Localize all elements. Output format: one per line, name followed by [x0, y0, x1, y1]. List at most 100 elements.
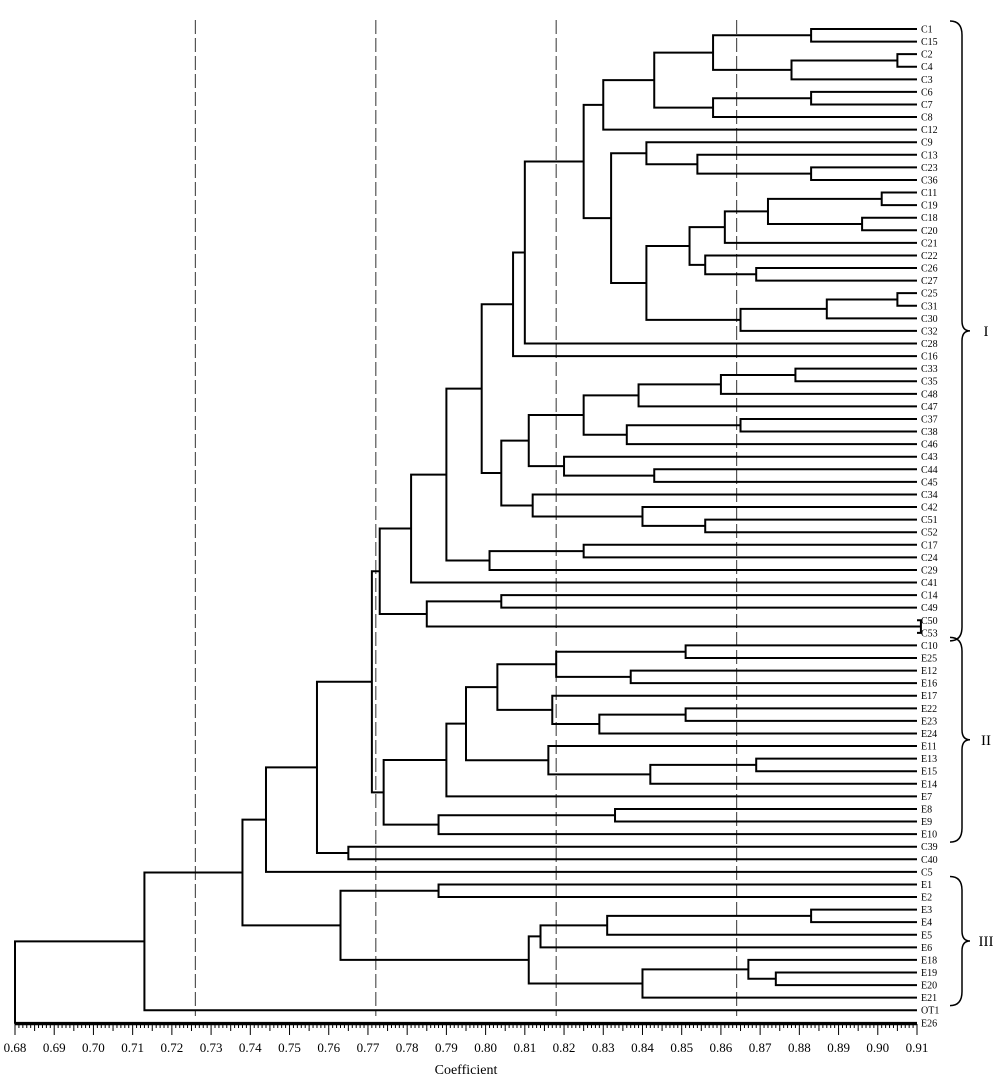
- dendrogram-branch: [602, 79, 917, 131]
- dendrogram-branch: [582, 103, 612, 220]
- dendrogram-branch: [712, 97, 917, 119]
- leaf-label: C49: [921, 603, 938, 614]
- dendrogram-branch: [766, 197, 882, 225]
- leaf-label: C15: [921, 37, 938, 48]
- leaf-label: C39: [921, 842, 938, 853]
- dendrogram-branch: [527, 935, 643, 985]
- leaf-label: E15: [921, 767, 937, 778]
- dendrogram-branch: [425, 600, 921, 628]
- leaf-label: C29: [921, 565, 938, 576]
- dendrogram-branch: [629, 669, 917, 685]
- leaf-label: C31: [921, 301, 938, 312]
- dendrogram-branch: [649, 763, 917, 785]
- dendrogram-branch: [747, 958, 917, 980]
- leaf-label: E3: [921, 905, 932, 916]
- dendrogram-branch: [437, 814, 917, 836]
- leaf-label: C38: [921, 427, 938, 438]
- dendrogram-branch: [382, 759, 447, 826]
- leaf-label: E23: [921, 716, 937, 727]
- leaf-label: E5: [921, 930, 932, 941]
- x-tick-label: 0.86: [710, 1040, 733, 1055]
- leaf-label: E13: [921, 754, 937, 765]
- leaf-label: C48: [921, 389, 938, 400]
- x-tick-label: 0.77: [357, 1040, 380, 1055]
- group-label: II: [981, 733, 991, 749]
- dendrogram-branch: [527, 414, 584, 468]
- dendrogram-branch: [143, 871, 917, 1012]
- x-tick-label: 0.82: [553, 1040, 576, 1055]
- dendrogram-branch: [810, 166, 917, 181]
- group-label: I: [984, 324, 989, 340]
- leaf-label: C33: [921, 364, 938, 375]
- leaf-label: E22: [921, 704, 937, 715]
- x-tick-label: 0.73: [200, 1040, 223, 1055]
- dendrogram-branch: [480, 303, 514, 475]
- x-tick-label: 0.76: [317, 1040, 340, 1055]
- leaf-label: C11: [921, 188, 937, 199]
- leaf-label: C47: [921, 402, 938, 413]
- dendrogram-branch: [896, 292, 917, 307]
- dendrogram-branch: [688, 226, 725, 266]
- x-tick-label: 0.81: [513, 1040, 536, 1055]
- leaf-label: C26: [921, 264, 938, 275]
- leaf-label: E18: [921, 955, 937, 966]
- x-tick-label: 0.90: [866, 1040, 889, 1055]
- leaf-label: C45: [921, 477, 938, 488]
- leaf-label: E24: [921, 729, 937, 740]
- leaf-label: C36: [921, 175, 938, 186]
- dendrogram-branch: [347, 845, 917, 861]
- dendrogram-branch: [500, 594, 917, 609]
- leaf-label: C24: [921, 553, 938, 564]
- leaf-label: C41: [921, 578, 938, 589]
- dendrogram-branch: [500, 439, 533, 507]
- dendrogram-branch: [896, 53, 917, 68]
- dendrogram-branch: [370, 570, 384, 794]
- leaf-label: E26: [921, 1018, 937, 1029]
- leaf-label: C22: [921, 251, 938, 262]
- leaf-label: E2: [921, 893, 932, 904]
- dendrogram-branch: [241, 818, 341, 927]
- leaf-label: C51: [921, 515, 938, 526]
- leaf-label: E7: [921, 792, 932, 803]
- dendrogram-branch: [712, 34, 812, 71]
- leaf-label: E10: [921, 830, 937, 841]
- leaf-label: E1: [921, 880, 932, 891]
- dendrogram-branch: [551, 694, 917, 726]
- x-tick-label: 0.72: [160, 1040, 183, 1055]
- leaf-label: C19: [921, 201, 938, 212]
- leaf-label: C18: [921, 213, 938, 224]
- leaf-label: C4: [921, 62, 933, 73]
- dendrogram-branch: [582, 543, 917, 559]
- dendrogram-branch: [598, 713, 917, 735]
- dendrogram-branch: [825, 298, 917, 320]
- x-tick-label: 0.89: [827, 1040, 850, 1055]
- leaf-label: C13: [921, 150, 938, 161]
- leaf-label: E4: [921, 918, 932, 929]
- x-axis-label: Coefficient: [435, 1063, 498, 1078]
- x-tick-label: 0.75: [278, 1040, 301, 1055]
- leaf-label: E9: [921, 817, 932, 828]
- dendrogram-branch: [645, 141, 917, 166]
- dendrogram-branch: [339, 889, 529, 961]
- leaf-label: OT1: [921, 1006, 939, 1017]
- leaf-label: C25: [921, 289, 938, 300]
- leaf-label: C21: [921, 238, 938, 249]
- leaf-label: C32: [921, 326, 938, 337]
- leaf-label: E19: [921, 968, 937, 979]
- dendrogram-branch: [614, 807, 917, 823]
- x-tick-label: 0.68: [4, 1040, 27, 1055]
- leaf-label: C35: [921, 377, 938, 388]
- leaf-label: C40: [921, 855, 938, 866]
- dendrogram-branch: [684, 644, 917, 659]
- leaf-label: C37: [921, 414, 938, 425]
- leaf-label: E6: [921, 943, 932, 954]
- leaf-label: C53: [921, 628, 938, 639]
- leaf-label: C20: [921, 226, 938, 237]
- dendrogram-branch: [696, 153, 917, 175]
- leaf-label: E25: [921, 654, 937, 665]
- dendrogram-branch: [488, 550, 917, 571]
- leaf-label: C10: [921, 641, 938, 652]
- leaf-label: C7: [921, 100, 933, 111]
- leaf-label: C52: [921, 528, 938, 539]
